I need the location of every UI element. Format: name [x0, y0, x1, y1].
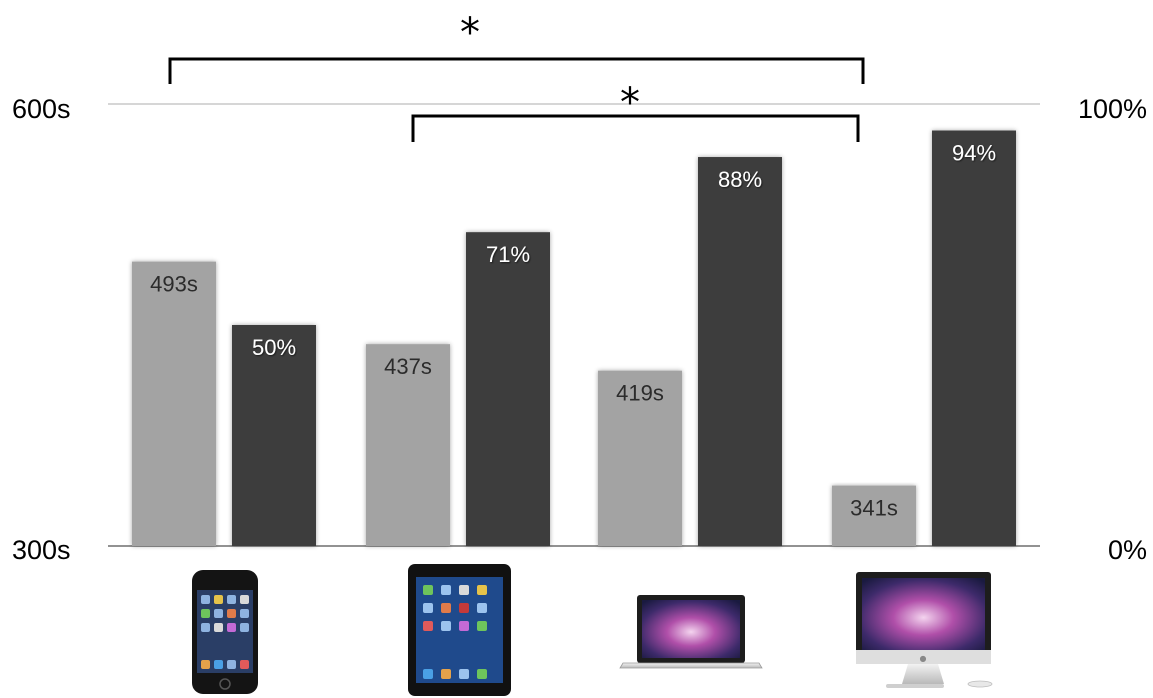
bar-percent-ipad: [466, 232, 550, 546]
svg-text:●: ●: [920, 654, 927, 663]
bar-label-percent-imac: 94%: [952, 141, 996, 166]
bar-percent-ipod-touch: [232, 325, 316, 546]
bar-percent-macbook-pro: [698, 157, 782, 547]
right-axis-tick-label-top: 100%: [1078, 94, 1147, 124]
bar-label-percent-ipod-touch: 50%: [252, 335, 296, 360]
bar-time-macbook-pro: [598, 370, 682, 546]
left-axis-tick-label-bottom: 300s: [12, 535, 71, 565]
bar-label-time-ipad: 437s: [384, 354, 432, 379]
significance-mark-ipod-imac: *: [460, 10, 480, 56]
significance-mark-ipad-imac: *: [620, 80, 640, 126]
ipod-touch-image: [192, 570, 258, 694]
left-axis-tick-label-top: 600s: [12, 94, 71, 124]
bar-label-percent-ipad: 71%: [486, 242, 530, 267]
bar-label-time-ipod-touch: 493s: [150, 272, 198, 297]
ipad-image: [408, 564, 511, 696]
imac-image: ●: [856, 572, 993, 688]
significance-bracket-ipad-imac: [411, 114, 860, 142]
bar-labels-layer: 493s 437s 419s 341s 50% 71% 88% 94%: [150, 141, 996, 521]
bar-time-imac: [832, 485, 916, 546]
bar-label-time-imac: 341s: [850, 496, 898, 521]
bar-label-time-macbook-pro: 419s: [616, 381, 664, 406]
macbook-pro-image: [619, 595, 763, 669]
bar-time-ipad: [366, 344, 450, 546]
bar-percent-imac: [932, 130, 1016, 546]
significance-bracket-ipod-imac: [168, 57, 865, 84]
bar-time-ipod-touch: [132, 261, 216, 546]
right-axis-tick-label-bottom: 0%: [1108, 535, 1147, 565]
bar-label-percent-macbook-pro: 88%: [718, 167, 762, 192]
bars-layer: [132, 130, 1016, 547]
